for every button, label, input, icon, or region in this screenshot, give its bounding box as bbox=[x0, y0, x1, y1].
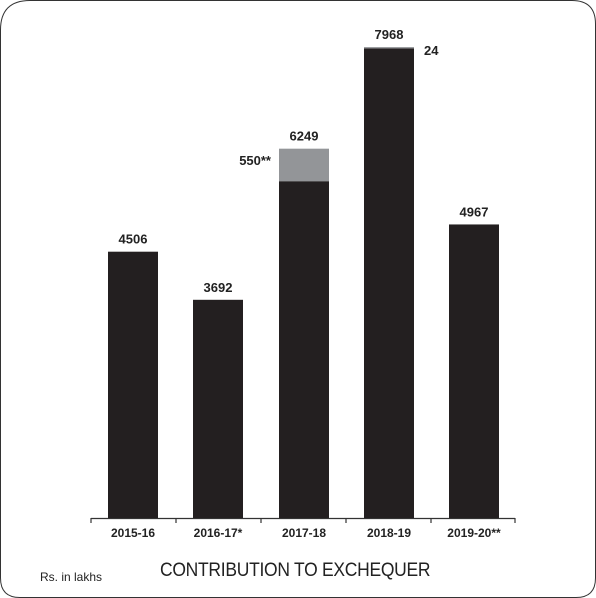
x-tick-label-2018-19: 2018-19 bbox=[367, 526, 411, 540]
bar-2017-18-series-0 bbox=[279, 181, 329, 519]
bar-2016-17*-series-0 bbox=[193, 299, 243, 518]
bar-2015-16-series-0 bbox=[108, 251, 158, 518]
bar-total-label-2016-17*: 3692 bbox=[204, 280, 233, 295]
bar-total-label-2015-16: 4506 bbox=[119, 232, 148, 247]
chart-title: CONTRIBUTION TO EXCHEQUER bbox=[160, 560, 431, 581]
segment-label-2018-19: 24 bbox=[424, 43, 439, 58]
bar-2018-19-series-1 bbox=[364, 47, 414, 49]
bar-2017-18-series-1 bbox=[279, 148, 329, 182]
units-label: Rs. in lakhs bbox=[40, 570, 103, 584]
bar-2018-19-series-0 bbox=[364, 48, 414, 518]
x-tick-label-2019-20**: 2019-20** bbox=[447, 526, 501, 540]
x-tick-label-2015-16: 2015-16 bbox=[111, 526, 155, 540]
segment-label-2017-18: 550** bbox=[239, 153, 272, 168]
bar-total-label-2018-19: 7968 bbox=[375, 27, 404, 42]
x-tick-label-2017-18: 2017-18 bbox=[282, 526, 326, 540]
bar-total-label-2017-18: 6249 bbox=[290, 129, 319, 144]
bar-total-label-2019-20**: 4967 bbox=[460, 204, 489, 219]
bar-2019-20**-series-0 bbox=[449, 224, 499, 518]
x-tick-label-2016-17*: 2016-17* bbox=[194, 526, 243, 540]
